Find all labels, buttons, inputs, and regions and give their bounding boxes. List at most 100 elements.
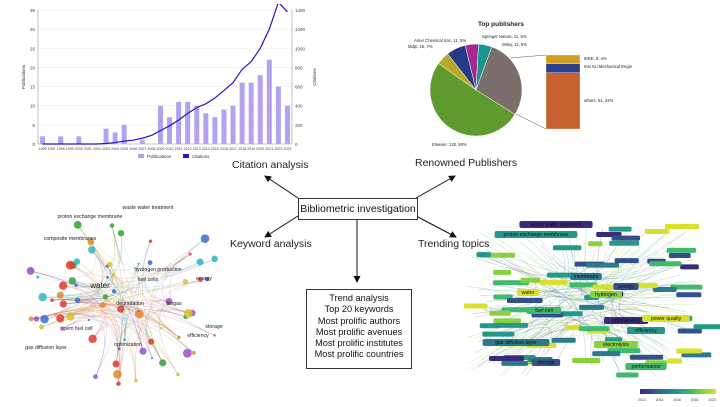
topic-link	[486, 232, 642, 270]
topic-link	[508, 280, 683, 341]
outcome-item: Most prolific avenues	[315, 326, 403, 337]
stacked-bar-segment	[545, 54, 581, 64]
bar-segment-label: IEEE, 8, 4%	[584, 56, 607, 61]
trending-term: hydrogen	[595, 292, 617, 298]
pie-slice-label: Elsevier, 120, 50%	[432, 142, 467, 146]
topic-link	[600, 329, 673, 362]
network-node	[213, 334, 216, 337]
topic-link	[619, 276, 655, 356]
network-link	[162, 238, 206, 314]
network-link	[124, 262, 151, 340]
network-link	[75, 261, 201, 288]
y-tick-label: 5	[32, 123, 35, 128]
network-node	[148, 239, 153, 243]
x-tick-label: 2019	[247, 147, 255, 151]
x-tick-label: 2009	[156, 147, 164, 151]
network-link	[107, 277, 144, 352]
network-link	[137, 263, 215, 336]
network-node	[56, 314, 65, 323]
topic-tag	[569, 282, 598, 288]
bar-segment-label: Inst Sci Mechanical Engineers, 8, 3%	[584, 64, 632, 69]
publications-bar	[239, 82, 245, 144]
y-tick-label: 0	[32, 142, 35, 147]
topic-tag	[666, 247, 696, 253]
pie-slice-label: Wiley, 11, 5%	[502, 42, 527, 47]
y-axis-title: Publications	[21, 64, 26, 89]
x-tick-label: 2007	[138, 147, 146, 151]
x-tick-label: 2013	[193, 147, 201, 151]
bibliometric-investigation-box: Bibliometric investigation	[298, 198, 418, 220]
keyword-term: composite membranes	[44, 236, 97, 242]
publications-bar	[121, 124, 127, 144]
outcome-item: Trend analysis	[329, 293, 389, 303]
network-link	[106, 266, 189, 314]
colorbar-tick: 2018	[691, 398, 699, 402]
network-link	[146, 238, 206, 359]
trending-topics-label: Trending topics	[418, 238, 490, 250]
topic-link	[554, 317, 606, 366]
keyword-term: gas diffusion layer	[25, 345, 67, 351]
network-node	[148, 338, 155, 345]
network-link	[139, 319, 179, 352]
topic-tag	[649, 261, 682, 267]
network-node	[112, 360, 120, 368]
publications-bar	[266, 59, 272, 145]
topic-tag	[493, 318, 521, 324]
network-node	[183, 348, 192, 358]
y2-tick-label: 1000	[295, 46, 306, 51]
trending-term: energy	[618, 284, 634, 290]
top-publishers-chart: Top publishers Elsevier, 120, 50% Amer Che…	[408, 21, 632, 146]
x-tick-label: 2010	[166, 147, 174, 151]
pie-slice-label: Springer Nature, 11, 5%	[482, 34, 527, 39]
network-node	[183, 309, 193, 318]
x-tick-label: 2015	[211, 147, 219, 151]
publications-bar	[185, 101, 191, 144]
topic-tag	[634, 282, 658, 288]
network-link	[77, 299, 163, 363]
topic-link	[489, 284, 690, 331]
x-tick-label: 2016	[220, 147, 228, 151]
network-link	[115, 329, 123, 365]
network-link	[111, 225, 139, 274]
network-link	[105, 266, 118, 297]
pie-slice	[475, 43, 493, 91]
network-link	[155, 309, 186, 338]
topic-tag	[608, 226, 632, 232]
network-link	[51, 299, 186, 318]
network-link	[151, 300, 179, 338]
topic-tag	[551, 337, 576, 343]
network-link	[55, 279, 208, 315]
y2-tick-label: 0	[295, 142, 298, 147]
x-tick-label: 1997	[48, 147, 56, 151]
network-link	[60, 266, 113, 296]
topic-tag	[494, 322, 529, 328]
network-link	[92, 300, 170, 339]
network-node	[56, 291, 64, 299]
network-link	[30, 270, 109, 306]
x-tick-label: 2023	[283, 147, 291, 151]
network-link	[62, 319, 120, 384]
network-node	[50, 298, 54, 302]
topic-tag	[482, 331, 515, 337]
network-link	[70, 281, 186, 317]
network-link	[144, 310, 186, 342]
y2-tick-label: 600	[295, 85, 303, 90]
legend-swatch-citations	[183, 154, 189, 158]
network-link	[30, 270, 179, 338]
network-node	[139, 347, 147, 355]
pie-slice	[475, 46, 523, 115]
network-node	[134, 378, 138, 383]
keyword-term: biogas	[166, 301, 182, 307]
trending-term: gas diffusion layer	[495, 340, 537, 346]
network-node	[59, 300, 67, 308]
stacked-bar-segment	[545, 72, 581, 130]
topic-link	[536, 305, 666, 348]
publications-bar	[257, 75, 263, 144]
trending-term: optimization	[612, 318, 640, 324]
trending-term-box	[642, 315, 690, 322]
network-link	[31, 300, 170, 320]
network-link	[169, 238, 215, 336]
topic-tag	[677, 328, 702, 334]
keyword-term: optimization	[114, 342, 142, 348]
network-link	[91, 241, 151, 271]
